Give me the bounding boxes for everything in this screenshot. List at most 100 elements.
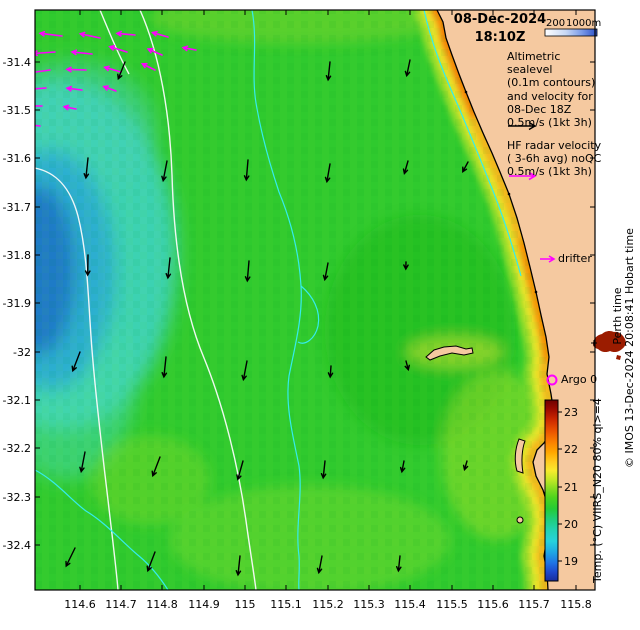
x-axis-label: 115.7	[518, 598, 550, 611]
velocity-arrow	[241, 360, 248, 382]
map-layers	[35, 10, 595, 590]
y-axis-label: -31.9	[3, 297, 31, 310]
velocity-arrow	[83, 157, 90, 180]
sealevel-contour	[35, 167, 119, 590]
velocity-arrow	[327, 365, 334, 379]
drifter-label: drifter	[558, 252, 592, 265]
velocity-arrow	[236, 460, 244, 481]
hf-radar-arrow	[35, 105, 43, 107]
colorbar-tick-label: 19	[564, 555, 578, 568]
tasmania-shape	[616, 355, 621, 360]
y-axis-label: -32.4	[3, 539, 31, 552]
hf-radar-arrow-field	[35, 30, 197, 127]
velocity-arrow	[325, 61, 332, 82]
x-axis: 114.6 114.7 114.8 114.9 115 115.1 115.2 115.3 11…	[64, 10, 592, 611]
colorbar-tick-label: 21	[564, 481, 578, 494]
x-axis-label: 114.6	[64, 598, 96, 611]
x-axis-label: 115.6	[477, 598, 509, 611]
velocity-arrow	[244, 260, 251, 283]
x-axis-label: 115.1	[270, 598, 302, 611]
velocity-arrow	[320, 460, 327, 480]
x-axis-label: 115.3	[353, 598, 385, 611]
bathymetry-contours	[35, 10, 522, 590]
velocity-arrow	[402, 160, 409, 175]
x-axis-label: 115	[235, 598, 256, 611]
colorbar-tick-label: 22	[564, 443, 578, 456]
imos-credit: © IMOS 13-Dec-2024 20:08:41 Hobart time	[623, 228, 636, 468]
velocity-arrow	[146, 551, 156, 573]
velocity-arrow	[71, 351, 81, 373]
sealevel-contour	[139, 10, 257, 590]
australia-shape	[593, 330, 626, 353]
velocity-arrow	[161, 160, 168, 183]
hf-radar-legend-text: HF radar velocity ( 3-6h avg) noQC 0.5m/…	[507, 139, 602, 179]
velocity-arrow	[404, 59, 411, 78]
drifter-arrow-icon	[540, 255, 556, 263]
velocity-arrow	[316, 555, 323, 575]
velocity-arrow	[404, 360, 410, 372]
station-dot	[507, 192, 511, 196]
bathy-label-1000m: 1000m	[566, 18, 602, 29]
x-axis-label: 114.8	[146, 598, 178, 611]
plot-frame	[34, 9, 596, 591]
hf-radar-arrow	[78, 31, 101, 39]
y-axis-label: -31.4	[3, 56, 31, 69]
hf-radar-arrow	[102, 85, 117, 92]
islands	[425, 345, 526, 524]
velocity-arrow	[84, 254, 91, 277]
australia-locator-icon	[591, 330, 626, 360]
station-dot	[464, 90, 468, 94]
y-axis-label: -31.8	[3, 249, 31, 262]
hf-radar-arrow	[181, 45, 197, 52]
x-axis-label: 115.8	[560, 598, 592, 611]
y-axis-label: -32.3	[3, 491, 31, 504]
hf-radar-arrow	[35, 50, 56, 57]
sealevel-contour	[99, 10, 130, 75]
x-axis-label: 114.7	[105, 598, 137, 611]
x-axis-label: 114.9	[188, 598, 220, 611]
temperature-colorbar	[544, 399, 559, 582]
hf-radar-arrow	[150, 30, 169, 38]
hf-radar-arrow	[65, 85, 83, 92]
perth-location-cross	[591, 340, 597, 346]
argo-float-marker	[546, 374, 558, 386]
y-axis-label: -31.6	[3, 152, 31, 165]
argo-label: Argo 0	[561, 373, 598, 386]
sealevel-contours	[35, 10, 257, 590]
velocity-arrow	[322, 262, 329, 282]
hf-radar-arrow	[146, 47, 163, 56]
hf-radar-arrow	[108, 45, 128, 53]
y-axis-label: -31.5	[3, 104, 31, 117]
bathy-contour	[297, 285, 320, 344]
bathy-contour	[251, 10, 302, 590]
y-axis-label: -32.1	[3, 394, 31, 407]
x-axis-label: 115.4	[394, 598, 426, 611]
bathy-label-200: 200	[546, 18, 566, 29]
velocity-arrow	[79, 451, 86, 474]
hf-radar-arrow	[35, 87, 47, 90]
small-island	[516, 516, 524, 524]
hf-radar-arrow	[35, 124, 41, 127]
colorbar-tick-label: 23	[564, 406, 578, 419]
y-axis-label: -31.7	[3, 201, 31, 214]
velocity-arrow	[462, 460, 469, 472]
velocity-arrow	[462, 161, 469, 174]
y-axis-label: -32.2	[3, 442, 31, 455]
altimetric-scale-arrow-icon	[508, 121, 537, 131]
x-axis-label: 115.5	[436, 598, 468, 611]
station-dot	[534, 290, 538, 294]
y-axis-label: -32	[13, 346, 31, 359]
velocity-arrow	[161, 356, 168, 379]
velocity-arrow	[165, 257, 172, 280]
velocity-arrow	[324, 163, 331, 184]
map-date: 08-Dec-2024	[453, 12, 547, 27]
x-axis-label: 115.2	[312, 598, 344, 611]
hf-scale-arrow-icon	[509, 171, 537, 181]
velocity-arrow	[243, 159, 250, 182]
altimetric-legend-text: Altimetric sealevel (0.1m contours) and …	[507, 50, 596, 130]
colorbar-tick-label: 20	[564, 518, 578, 531]
hf-radar-arrow	[103, 65, 122, 73]
hf-radar-arrow	[115, 30, 136, 37]
hf-radar-arrow	[140, 62, 156, 71]
